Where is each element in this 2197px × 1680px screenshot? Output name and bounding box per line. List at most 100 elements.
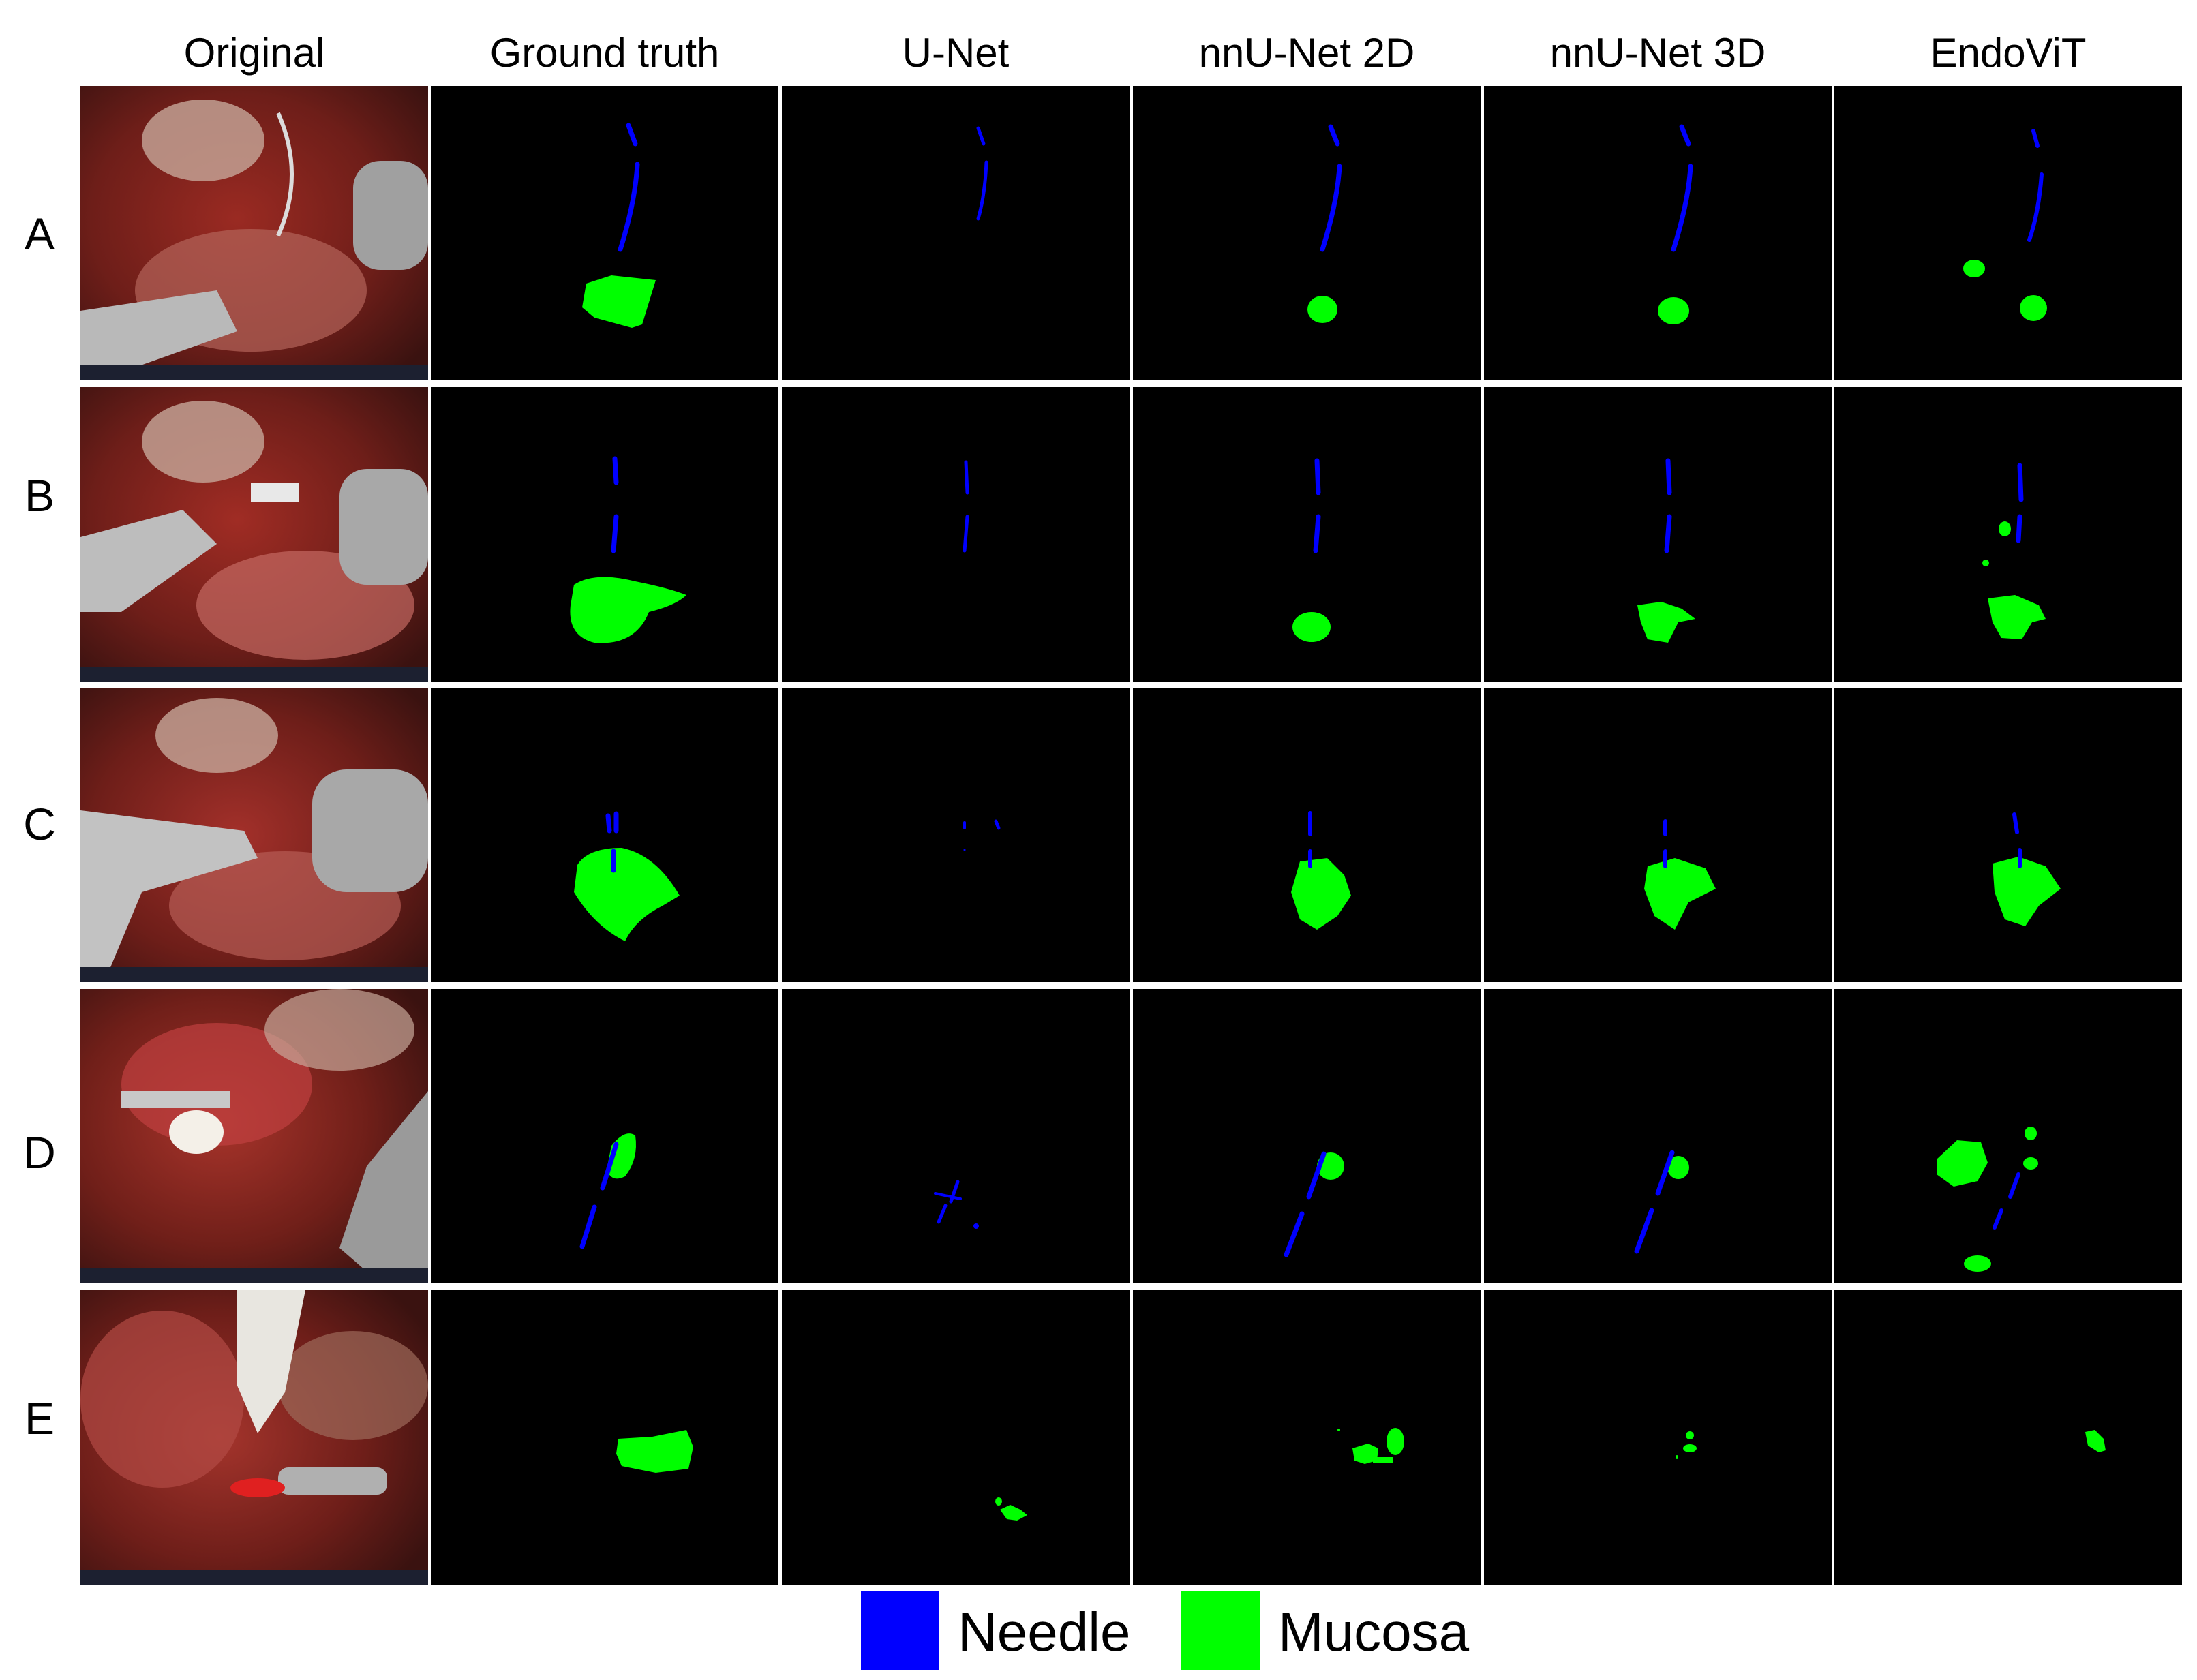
- mask-nnu-net-2d-a: [1133, 86, 1481, 380]
- row-label-c: C: [23, 799, 56, 849]
- needle-segment: [1993, 1208, 2003, 1230]
- mucosa-region: [1988, 595, 2046, 639]
- mask-endovit-b: [1834, 387, 2182, 682]
- mucosa-region: [1307, 296, 1337, 323]
- needle-segment: [2027, 172, 2044, 242]
- needle-segment: [937, 1204, 948, 1224]
- mask-ground-truth-d: [431, 989, 778, 1283]
- needle-segment: [2012, 812, 2019, 834]
- mucosa-region: [1291, 858, 1351, 930]
- needle-segment: [1665, 458, 1672, 495]
- needle-segment: [1664, 514, 1672, 553]
- mucosa-region: [570, 577, 686, 643]
- mask-nnu-net-2d-e: [1133, 1290, 1481, 1585]
- legend-label-needle: Needle: [958, 1602, 1131, 1662]
- needle-segment: [600, 1142, 619, 1191]
- column-header-nnu-net-3d: nnU-Net 3D: [1549, 30, 1766, 76]
- needle-segment: [2016, 514, 2022, 543]
- mucosa-region: [2020, 295, 2047, 321]
- needle-segment: [963, 849, 966, 851]
- legend-swatch-mucosa: [1181, 1591, 1260, 1670]
- needle-segment: [579, 1204, 597, 1249]
- mask-ground-truth-a: [431, 86, 778, 380]
- surgical-image-e: [80, 1290, 428, 1585]
- mask-endovit-a: [1834, 86, 2182, 380]
- mucosa-region: [1963, 260, 1985, 277]
- row-label-a: A: [24, 209, 55, 259]
- needle-segment: [934, 1192, 962, 1200]
- mucosa-region: [1982, 560, 1989, 566]
- column-header-u-net: U-Net: [902, 30, 1010, 76]
- needle-segment: [612, 456, 619, 485]
- mucosa-region: [2085, 1430, 2106, 1452]
- needle-segment: [2008, 1172, 2020, 1199]
- mask-endovit-d: [1834, 989, 2182, 1283]
- surgical-image-a: [80, 86, 428, 380]
- mucosa-region: [1292, 612, 1331, 642]
- mask-ground-truth-b: [431, 387, 778, 682]
- column-header-endovit: EndoViT: [1930, 30, 2087, 76]
- mucosa-region: [582, 275, 656, 328]
- needle-segment: [618, 162, 640, 252]
- needle-segment: [1328, 124, 1340, 147]
- mucosa-region: [995, 1497, 1002, 1506]
- mucosa-region: [1373, 1457, 1393, 1463]
- needle-segment: [1284, 1211, 1305, 1257]
- mask-nnu-net-2d-c: [1133, 688, 1481, 982]
- mucosa-region: [1637, 602, 1695, 643]
- mucosa-region: [1676, 1455, 1678, 1459]
- needle-segment: [973, 1223, 979, 1229]
- mask-nnu-net-2d-b: [1133, 387, 1481, 682]
- mask-u-net-b: [782, 387, 1130, 682]
- mask-endovit-e: [1834, 1290, 2182, 1585]
- needle-segment: [1634, 1208, 1654, 1254]
- surgical-image-b: [80, 387, 428, 682]
- mask-nnu-net-3d-a: [1484, 86, 1832, 380]
- mask-endovit-c: [1834, 688, 2182, 982]
- mucosa-region: [1683, 1444, 1697, 1452]
- mucosa-region: [1337, 1429, 1340, 1431]
- mask-ground-truth-e: [431, 1290, 778, 1585]
- legend-swatch-needle: [861, 1591, 939, 1670]
- mask-nnu-net-3d-e: [1484, 1290, 1832, 1585]
- mucosa-region: [2023, 1157, 2038, 1170]
- row-label-b: B: [24, 470, 55, 521]
- mask-u-net-e: [782, 1290, 1130, 1585]
- needle-segment: [2031, 129, 2040, 148]
- mask-nnu-net-3d-c: [1484, 688, 1832, 982]
- needle-segment: [1314, 458, 1321, 495]
- mucosa-region: [1387, 1428, 1404, 1455]
- needle-segment: [626, 123, 638, 147]
- mask-nnu-net-3d-b: [1484, 387, 1832, 682]
- needle-segment: [976, 126, 986, 146]
- mucosa-region: [1686, 1431, 1694, 1439]
- mask-nnu-net-3d-d: [1484, 989, 1832, 1283]
- needle-segment: [1306, 1151, 1327, 1200]
- needle-segment: [976, 160, 988, 221]
- mucosa-region: [2025, 1127, 2037, 1140]
- row-label-e: E: [24, 1393, 55, 1444]
- mask-nnu-net-2d-d: [1133, 989, 1481, 1283]
- mucosa-region: [1993, 857, 2061, 926]
- mucosa-region: [1000, 1505, 1027, 1521]
- mucosa-region: [1999, 521, 2011, 536]
- needle-segment: [994, 819, 1001, 830]
- needle-segment: [1320, 164, 1342, 252]
- mask-u-net-d: [782, 989, 1130, 1283]
- row-label-d: D: [23, 1127, 56, 1178]
- mucosa-region: [1667, 1156, 1689, 1179]
- mucosa-region: [1352, 1444, 1378, 1464]
- needle-segment: [2017, 463, 2024, 502]
- mucosa-region: [1964, 1255, 1991, 1272]
- needle-segment: [605, 813, 612, 834]
- needle-segment: [611, 514, 619, 553]
- mucosa-region: [1644, 858, 1716, 930]
- mucosa-region: [1937, 1140, 1988, 1187]
- needle-segment: [963, 515, 969, 553]
- surgical-image-d: [80, 989, 428, 1283]
- column-header-ground-truth: Ground truth: [489, 30, 720, 76]
- needle-segment: [1671, 164, 1693, 252]
- needle-segment: [1679, 124, 1691, 147]
- mucosa-region: [574, 848, 680, 941]
- needle-segment: [1313, 514, 1321, 553]
